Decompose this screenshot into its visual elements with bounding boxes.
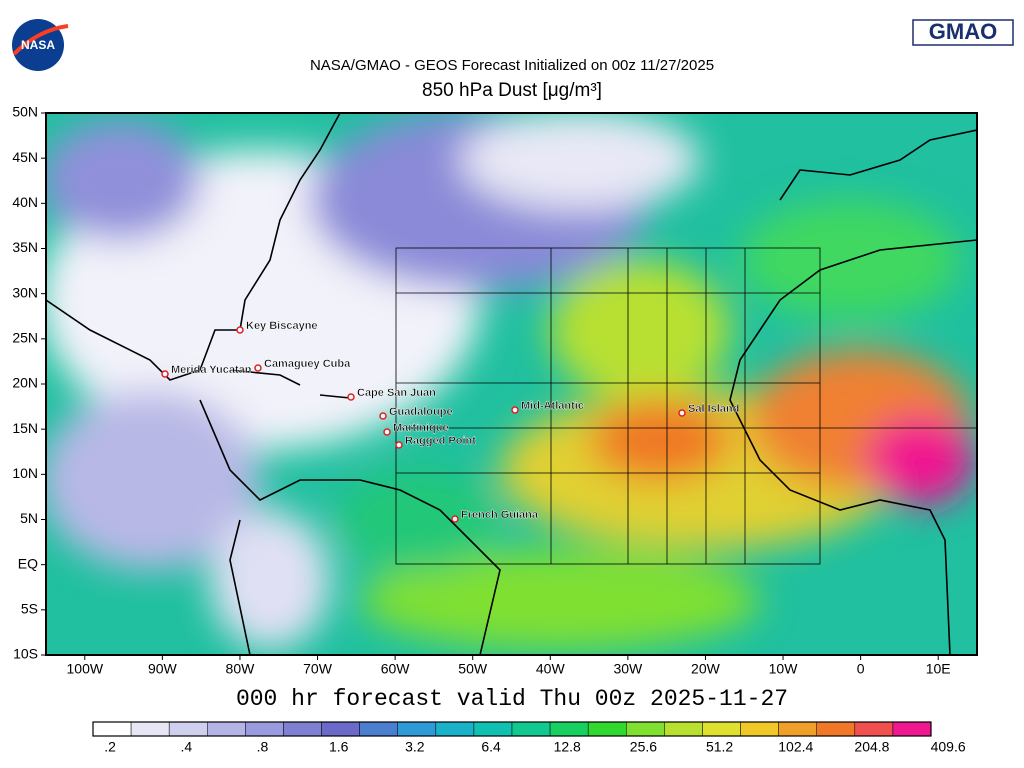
lon-label: 90W — [148, 661, 178, 677]
colorbar-label: .8 — [257, 739, 269, 755]
colorbar-swatch — [245, 721, 284, 737]
colorbar-swatch — [207, 721, 246, 737]
colorbar-swatch — [664, 721, 703, 737]
colorbar-swatch — [473, 721, 513, 737]
subtitle: 850 hPa Dust [μg/m³] — [422, 80, 602, 101]
station-label: Martinique — [393, 422, 449, 434]
colorbar-swatch — [892, 721, 932, 737]
colorbar-frame — [92, 721, 932, 737]
dust-field — [46, 113, 977, 655]
colorbar-label: 102.4 — [778, 739, 813, 755]
colorbar-label: 51.2 — [706, 739, 733, 755]
colorbar-swatch — [816, 721, 856, 737]
station-marker — [347, 393, 355, 401]
lon-label: 20W — [691, 661, 721, 677]
colorbar-swatch — [283, 721, 322, 737]
colorbar-swatch — [740, 721, 779, 737]
station-marker — [161, 370, 169, 378]
grid-boxes — [395, 247, 977, 565]
lon-label: 30W — [613, 661, 643, 677]
station-label: Sal Island — [688, 403, 739, 415]
gmao-logo: GMAO — [912, 19, 1014, 46]
lat-label: 30N — [12, 284, 38, 300]
lon-label: 10E — [926, 661, 951, 677]
station-marker — [511, 406, 519, 414]
station-label: French Guiana — [461, 509, 539, 521]
colorbar-label: .2 — [104, 739, 116, 755]
footer: 000 hr forecast valid Thu 00z 2025-11-27 — [236, 686, 788, 712]
station-label: Mid-Atlantic — [521, 400, 584, 412]
colorbar-swatch — [511, 721, 551, 737]
station-marker — [383, 428, 391, 436]
lon-label: 60W — [381, 661, 411, 677]
colorbar-label: 1.6 — [329, 739, 349, 755]
station-label: Cape San Juan — [357, 387, 436, 399]
lat-label: EQ — [18, 555, 38, 571]
colorbar-label: 6.4 — [481, 739, 501, 755]
station-label: Key Biscayne — [246, 320, 318, 332]
station-label: Guadaloupe — [389, 406, 453, 418]
lon-label: 80W — [226, 661, 256, 677]
lat-label: 5S — [21, 601, 38, 617]
colorbar-swatch — [130, 721, 170, 737]
lat-label: 10N — [12, 465, 38, 481]
lon-label: 50W — [458, 661, 488, 677]
colorbar-swatch — [778, 721, 817, 737]
colorbar-label: 25.6 — [630, 739, 657, 755]
lat-label: 45N — [12, 149, 38, 165]
colorbar-swatch — [359, 721, 398, 737]
lat-label: 5N — [20, 510, 38, 526]
station-marker — [678, 409, 686, 417]
colorbar-label: 3.2 — [405, 739, 425, 755]
station-marker — [395, 441, 403, 449]
colorbar-swatch — [321, 721, 360, 737]
lat-label: 50N — [12, 104, 38, 120]
lat-label: 20N — [12, 375, 38, 391]
colorbar-swatch — [702, 721, 741, 737]
lat-label: 35N — [12, 239, 38, 255]
lat-label: 40N — [12, 194, 38, 210]
logo-text: GMAO — [929, 19, 997, 44]
lon-label: 0 — [857, 661, 865, 677]
lon-label: 40W — [536, 661, 566, 677]
station-marker — [254, 364, 262, 372]
nasa-logo: NASA — [12, 19, 69, 71]
colorbar-swatch — [626, 721, 665, 737]
station-marker — [236, 326, 244, 334]
station-label: Ragged Point — [405, 435, 476, 447]
station-label: Camaguey Cuba — [264, 358, 351, 370]
station-label: Merida Yucatan — [171, 364, 252, 376]
colorbar-swatch — [587, 721, 627, 737]
station-marker — [451, 515, 459, 523]
colorbar-label: 12.8 — [554, 739, 581, 755]
colorbar-swatch — [549, 721, 589, 737]
colorbar-swatch — [397, 721, 437, 737]
lat-label: 15N — [12, 420, 38, 436]
title: NASA/GMAO - GEOS Forecast Initialized on… — [310, 57, 714, 74]
colorbar-swatch — [854, 721, 894, 737]
lon-label: 70W — [303, 661, 333, 677]
station-marker — [379, 412, 387, 420]
lat-label: 25N — [12, 330, 38, 346]
lon-label: 100W — [67, 661, 104, 677]
colorbar-label: 204.8 — [854, 739, 889, 755]
colorbar-label: 409.6 — [931, 739, 966, 755]
colorbar-swatch — [435, 721, 475, 737]
lon-label: 10W — [769, 661, 799, 677]
colorbar-swatch — [168, 721, 208, 737]
colorbar-label: .4 — [180, 739, 192, 755]
lat-label: 10S — [13, 646, 38, 662]
logo-text: NASA — [21, 38, 55, 52]
colorbar-swatch — [92, 721, 132, 737]
